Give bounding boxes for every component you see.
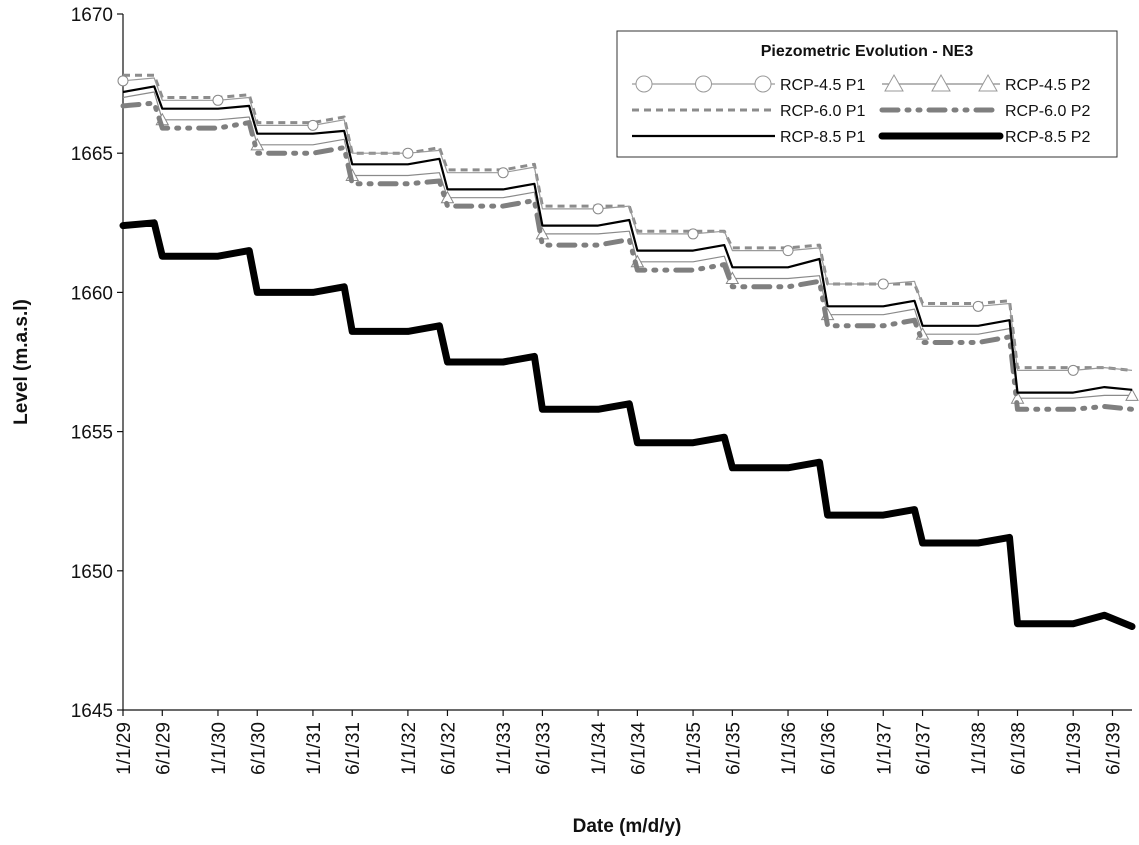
x-tick-label: 6/1/36 [819, 722, 840, 775]
y-ticks: 1645 1650 1655 1660 1665 1670 [71, 5, 123, 722]
series-line [122, 77, 1133, 371]
series-line [122, 91, 1132, 399]
legend-item: RCP-6.0 P2 [879, 103, 1090, 120]
data-point [1067, 364, 1079, 376]
x-tick-label: 6/1/39 [1103, 722, 1124, 775]
y-tick-label: 1665 [71, 144, 113, 165]
x-tick-label: 6/1/33 [533, 722, 554, 775]
x-tick-label: 1/1/32 [399, 722, 420, 775]
x-ticks: 1/1/29 6/1/29 1/1/30 6/1/30 1/1/31 6/1/31 1/1/… [114, 710, 1124, 775]
x-tick-label: 1/1/29 [114, 722, 135, 775]
data-point [117, 75, 129, 87]
data-point [212, 94, 224, 106]
legend-title: Piezometric Evolution - NE3 [761, 43, 974, 60]
x-tick-label: 6/1/30 [248, 722, 269, 775]
data-point [782, 245, 794, 257]
legend: Piezometric Evolution - NE3 RCP-4.5 P1 RC… [616, 30, 1118, 158]
x-tick-label: 1/1/39 [1064, 722, 1085, 775]
y-tick-label: 1645 [71, 701, 113, 722]
data-point [1125, 388, 1139, 401]
data-point [972, 300, 984, 312]
x-tick-label: 1/1/34 [589, 722, 610, 775]
x-tick-label: 1/1/37 [874, 722, 895, 775]
legend-item: RCP-4.5 P2 [882, 73, 1090, 94]
series-rcp-4-5-p1 [117, 75, 1133, 376]
x-tick-label: 1/1/38 [969, 722, 990, 775]
legend-marker [931, 73, 951, 92]
x-tick-label: 1/1/30 [209, 722, 230, 775]
legend-marker [884, 73, 904, 92]
data-point [592, 203, 604, 215]
legend-item: RCP-4.5 P1 [632, 75, 865, 94]
data-point [497, 167, 509, 179]
x-tick-label: 6/1/37 [914, 722, 935, 775]
series-line [122, 85, 1133, 394]
data-point [402, 147, 414, 159]
x-tick-label: 6/1/31 [343, 722, 364, 775]
legend-item: RCP-6.0 P1 [632, 103, 865, 120]
legend-marker [978, 73, 998, 92]
x-axis-title: Date (m/d/y) [573, 816, 682, 837]
x-tick-label: 6/1/38 [1009, 722, 1030, 775]
data-point [687, 228, 699, 240]
legend-item: RCP-8.5 P2 [878, 129, 1090, 146]
y-axis-title: Level (m.a.s.l) [11, 299, 32, 425]
y-tick-label: 1650 [71, 562, 113, 583]
x-tick-label: 6/1/32 [438, 722, 459, 775]
legend-label: RCP-6.0 P2 [1005, 103, 1090, 120]
series-line [119, 219, 1136, 630]
x-tick-label: 6/1/34 [628, 722, 649, 775]
series-rcp-6-0-p2 [120, 100, 1135, 412]
x-tick-label: 1/1/36 [779, 722, 800, 775]
data-point [877, 278, 889, 290]
x-tick-label: 6/1/29 [153, 722, 174, 775]
data-point [307, 119, 319, 131]
legend-marker [635, 75, 653, 93]
legend-item: RCP-8.5 P1 [632, 129, 865, 146]
x-tick-label: 1/1/33 [494, 722, 515, 775]
legend-marker [695, 75, 712, 93]
series-rcp-8-5-p2 [119, 219, 1136, 630]
legend-marker [754, 75, 772, 93]
legend-label: RCP-6.0 P1 [780, 103, 865, 120]
series-layer [117, 73, 1139, 630]
legend-label: RCP-8.5 P1 [780, 129, 865, 146]
x-tick-label: 1/1/31 [304, 722, 325, 775]
legend-label: RCP-8.5 P2 [1005, 129, 1090, 146]
x-tick-label: 1/1/35 [684, 722, 705, 775]
y-tick-label: 1655 [71, 423, 113, 444]
legend-label: RCP-4.5 P1 [780, 77, 865, 94]
legend-items: RCP-4.5 P1 RCP-4.5 P2 RCP-6.0 P1 RCP-6.0 P2… [632, 73, 1090, 146]
legend-label: RCP-4.5 P2 [1005, 77, 1090, 94]
y-tick-label: 1670 [71, 5, 113, 26]
series-rcp-8-5-p1 [122, 85, 1133, 394]
series-line [120, 100, 1135, 412]
x-tick-label: 6/1/35 [723, 722, 744, 775]
y-tick-label: 1660 [71, 283, 113, 304]
